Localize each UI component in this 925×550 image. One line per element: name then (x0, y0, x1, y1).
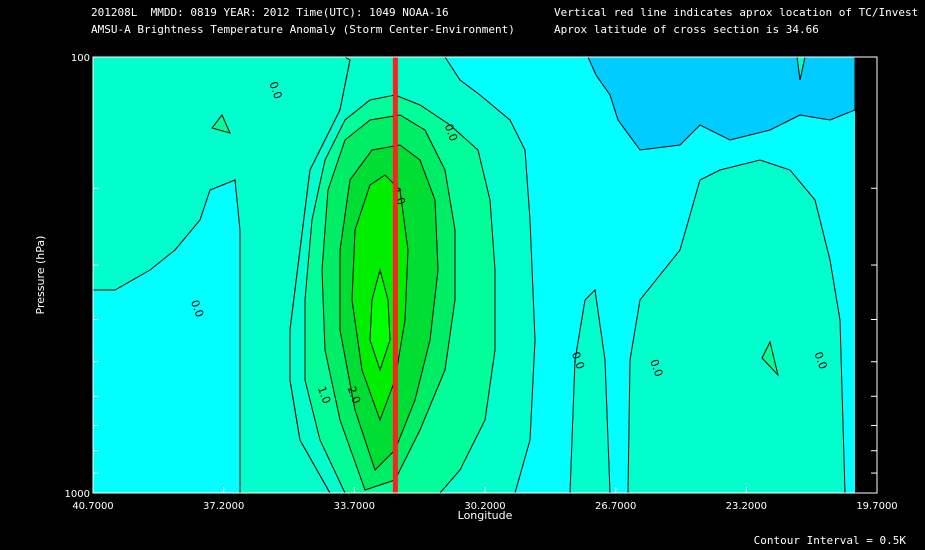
contour-label: 0.0 (647, 358, 665, 379)
fill-two-half (369, 268, 391, 372)
fill-neg1-top-right (587, 57, 855, 151)
x-tick-label: 33.7000 (334, 501, 375, 512)
y-axis-ticks: 100 1000 (65, 53, 877, 500)
fill-island-right (761, 340, 779, 377)
contour-label: 0.0 (811, 350, 829, 371)
fill-zero-middle (569, 288, 611, 493)
fill-zero-right (627, 159, 846, 493)
header-line1-left: 201208L MMDD: 0819 YEAR: 2012 Time(UTC):… (91, 6, 449, 19)
x-tick-label: 37.2000 (203, 501, 244, 512)
y-tick-label: 1000 (65, 489, 90, 500)
right-blank-band (855, 57, 877, 493)
contour-interval: Contour Interval = 0.5K (754, 534, 907, 547)
contour-label: 1.0 (315, 385, 333, 406)
fill-island-top-right (796, 57, 806, 81)
contour-labels: 0.00.01.00.00.0 0.0 0.01.0 2.0 (188, 80, 830, 406)
y-tick-label: 100 (71, 53, 90, 64)
x-axis-ticks: 40.7000 37.2000 33.7000 30.2000 26.7000 23.20… (72, 487, 898, 512)
x-tick-label: 19.7000 (856, 501, 897, 512)
x-tick-label: 30.2000 (464, 501, 505, 512)
contour-fills (93, 57, 855, 493)
contour-label: 2.0 (345, 385, 363, 406)
x-tick-label: 23.2000 (726, 501, 767, 512)
header-line2-right: Aprox latitude of cross section is 34.66 (554, 23, 819, 36)
contour-label: 0.0 (442, 122, 460, 143)
contour-label: 0.0 (266, 80, 284, 101)
header-line1-right: Vertical red line indicates aprox locati… (554, 6, 919, 19)
x-axis-title: Longitude (458, 509, 513, 522)
contour-label: 0.0 (569, 350, 587, 371)
x-tick-label: 26.7000 (595, 501, 636, 512)
contour-label: 0.0 (188, 298, 206, 319)
y-axis-title: Pressure (hPa) (34, 236, 47, 315)
x-tick-label: 40.7000 (72, 501, 113, 512)
fill-island-left (211, 114, 231, 134)
header-line2-left: AMSU-A Brightness Temperature Anomaly (S… (91, 23, 515, 36)
